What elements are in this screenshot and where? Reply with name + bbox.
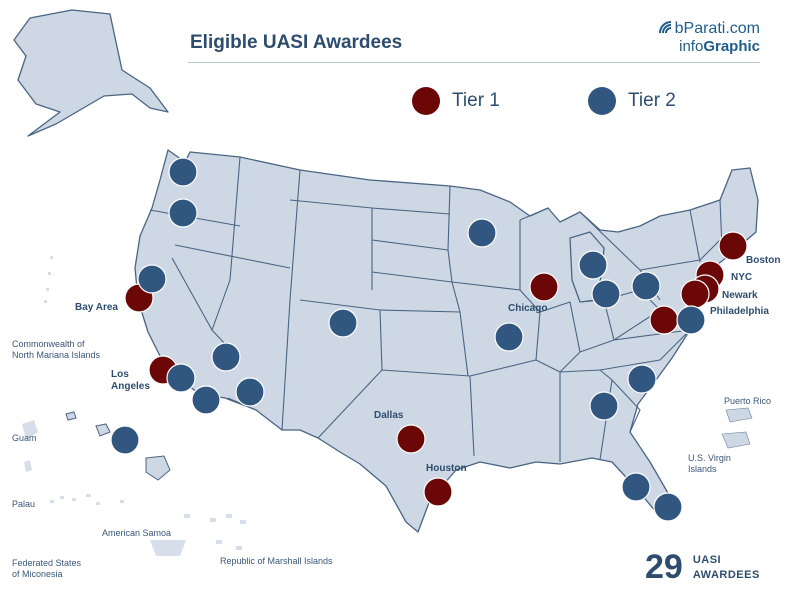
tier1-markers [124,231,748,507]
pacific-territories [22,256,246,556]
legend-tier1-swatch [412,87,440,115]
legend-tier2-swatch [588,87,616,115]
puerto-rico-shape [721,407,753,449]
label-chicago: Chicago [508,303,548,314]
marker-st-louis [494,322,524,352]
marker-tampa [621,472,651,502]
awardee-count: 29 UASI AWARDEES [645,548,760,587]
legend-tier2-label: Tier 2 [628,90,676,111]
awardee-count-number: 29 [645,548,683,586]
marker-honolulu [110,425,140,455]
marker-san-diego [191,385,221,415]
brand-subtitle-prefix: info [679,38,704,55]
label-houston: Houston [426,463,467,474]
marker-detroit [578,250,608,280]
page-title: Eligible UASI Awardees [190,32,403,53]
marker-atlanta [589,391,619,421]
label-los-angeles: Los Angeles [111,369,150,392]
marker-portland [168,198,198,228]
wifi-icon [658,21,671,34]
marker-phoenix [235,377,265,407]
label-dallas: Dallas [374,410,404,421]
marker-cleveland [591,279,621,309]
label-micronesia: Federated States of Miconesia [12,558,82,579]
marker-chicago [529,272,559,302]
brand-name: bParati.com [674,20,760,37]
label-philadelphia: Philadelphia [710,306,769,317]
marker-charlotte [627,364,657,394]
label-palau: Palau [12,499,36,509]
marker-denver [328,308,358,338]
brand-logo: bParati.com infoGraphic [658,20,760,56]
alaska-shape [13,9,169,137]
tier2-markers [110,157,706,522]
brand-subtitle-bold: Graphic [703,38,760,55]
marker-twin-cities [467,218,497,248]
label-puerto-rico: Puerto Rico [724,396,772,406]
marker-pittsburgh [631,271,661,301]
marker-newark-2 [680,279,710,309]
marker-philadelphia [676,305,706,335]
label-newark: Newark [722,290,758,301]
label-boston: Boston [746,255,781,266]
awardee-count-line1: UASI [692,553,722,566]
legend-tier1-label: Tier 1 [452,90,500,111]
label-nyc: NYC [731,272,753,283]
marker-boston [718,231,748,261]
marker-dc [649,305,679,335]
legend-tier1: Tier 1 [412,86,500,116]
marker-houston [423,477,453,507]
label-cnmi: Commonwealth of North Mariana Islands [12,339,101,360]
marker-seattle [168,157,198,187]
label-guam: Guam [12,433,37,443]
awardee-count-line2: AWARDEES [692,568,760,581]
legend-tier2: Tier 2 [588,86,676,116]
marker-anaheim [166,363,196,393]
marker-miami [653,492,683,522]
label-usvi: U.S. Virgin Islands [688,453,731,474]
title-divider [188,62,760,63]
label-marshall-islands: Republic of Marshall Islands [220,556,333,566]
marker-las-vegas [211,342,241,372]
label-american-samoa: American Samoa [102,528,172,538]
label-bay-area: Bay Area [75,302,118,313]
marker-dallas [396,424,426,454]
marker-sacramento [137,264,167,294]
